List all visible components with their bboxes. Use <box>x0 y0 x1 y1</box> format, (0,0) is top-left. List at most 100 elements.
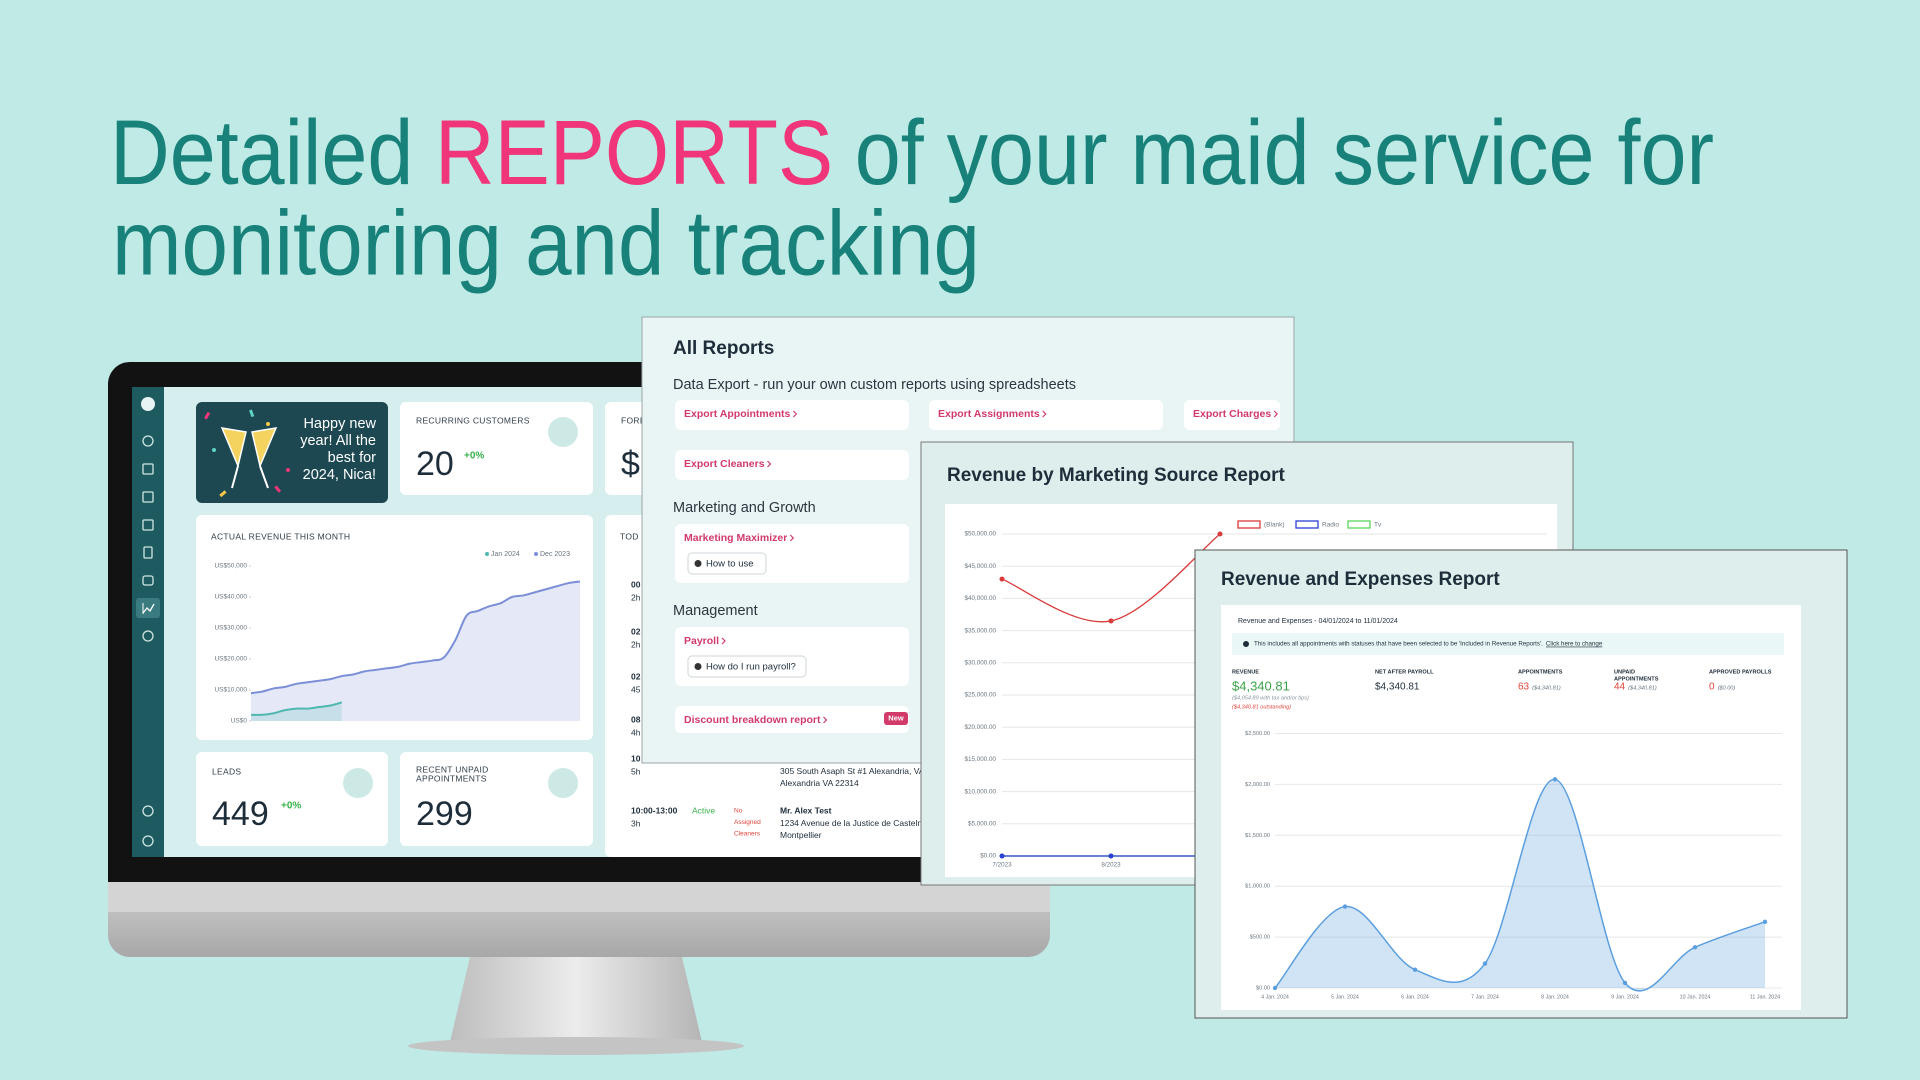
recurring-card <box>400 402 593 495</box>
info-link[interactable]: Click here to change <box>1546 641 1603 648</box>
x-tick-label: 7/2023 <box>992 862 1012 869</box>
report-link[interactable]: Export Assignments <box>938 408 1040 420</box>
card-value: 20 <box>416 445 454 483</box>
y-tick-label: $2,000.00 <box>1245 782 1270 788</box>
stat-note: ($4,340.81) <box>1628 685 1657 691</box>
y-tick-label: US$10,000 <box>214 687 247 694</box>
report-button[interactable] <box>675 400 909 430</box>
chevron <box>789 534 795 542</box>
greeting-line: year! All the <box>300 433 376 449</box>
card-label: RECURRING CUSTOMERS <box>416 415 530 425</box>
glass <box>251 427 278 469</box>
nav-icon[interactable] <box>142 575 154 586</box>
help-button[interactable] <box>687 655 807 678</box>
data-point <box>1552 777 1558 782</box>
nav-icon[interactable] <box>142 835 154 847</box>
y-tick-label: $25,000.00 <box>964 692 996 699</box>
data-point <box>1342 904 1348 909</box>
badge-label: New <box>888 713 904 722</box>
panel-title: Revenue by Marketing Source Report <box>947 465 1286 486</box>
headline-highlight: REPORTS <box>435 102 833 204</box>
x-tick-label: 5 Jan. 2024 <box>1331 994 1359 1000</box>
chart-area <box>1221 605 1801 1010</box>
headline-line-1: DetailedREPORTSof your maid service for <box>110 102 1714 204</box>
report-link[interactable]: Export Cleaners <box>684 458 765 470</box>
info-text: This includes all appointments with stat… <box>1254 641 1543 648</box>
data-point <box>1108 618 1114 624</box>
nav-icon[interactable] <box>142 519 154 531</box>
legend-label: (Blank) <box>1264 522 1285 529</box>
card-label: APPOINTMENTS <box>416 773 487 783</box>
help-button-label[interactable]: How do I run payroll? <box>706 662 796 673</box>
nav-icon[interactable] <box>142 435 154 447</box>
card-icon <box>343 768 373 798</box>
y-tick-label: $40,000.00 <box>964 595 996 602</box>
y-tick-label: $30,000.00 <box>964 659 996 666</box>
badge <box>884 712 908 725</box>
report-link[interactable]: Export Appointments <box>684 408 791 420</box>
y-tick-label: $20,000.00 <box>964 724 996 731</box>
nav-icon[interactable] <box>142 630 154 642</box>
help-button-label[interactable]: How to use <box>706 559 754 570</box>
legend-swatch <box>534 552 538 556</box>
stat-label: UNPAID <box>1614 669 1635 675</box>
x-tick-label: 9 Jan. 2024 <box>1611 994 1639 1000</box>
data-point <box>999 853 1005 859</box>
greeting: Happy new year! All the best for 2024, N… <box>300 416 376 483</box>
report-button[interactable] <box>1184 400 1280 430</box>
section-heading: Data Export - run your own custom report… <box>673 377 1076 393</box>
appointment-duration: 2h <box>631 639 641 649</box>
report-link[interactable]: Discount breakdown report <box>684 714 821 726</box>
panel-title: Revenue and Expenses Report <box>1221 569 1500 590</box>
info-icon <box>694 663 702 670</box>
card-label: RECENT UNPAID <box>416 764 489 774</box>
nav-icon[interactable] <box>142 463 154 475</box>
report-button[interactable] <box>675 706 909 733</box>
chevron <box>721 637 726 645</box>
report-link[interactable]: Export Charges <box>1193 408 1271 420</box>
confetti <box>219 490 227 498</box>
appointment-time: 10 <box>631 753 641 763</box>
chart-title: ACTUAL REVENUE THIS MONTH <box>211 531 350 541</box>
headline-line-2: monitoring and tracking <box>112 192 980 294</box>
logo <box>141 397 155 411</box>
stat-note: ($4,340.81 outstanding) <box>1232 704 1291 710</box>
data-point <box>1412 967 1418 972</box>
report-button[interactable] <box>929 400 1163 430</box>
chevron <box>823 716 828 724</box>
chevron <box>792 410 798 418</box>
stat-label: APPROVED PAYROLLS <box>1709 669 1772 675</box>
legend-swatch <box>485 552 489 556</box>
nav-icon[interactable] <box>143 546 153 559</box>
y-tick-label: US$40,000 <box>214 594 247 601</box>
report-link[interactable]: Payroll <box>684 635 719 647</box>
report-button[interactable] <box>675 450 909 480</box>
nav-icon[interactable] <box>142 805 154 817</box>
x-tick-label: 4 Jan. 2024 <box>1261 994 1289 1000</box>
series-line <box>250 580 581 695</box>
legend-label: Radio <box>1322 522 1339 529</box>
card-label: FORE <box>621 415 646 425</box>
legend-label: Dec 2023 <box>540 551 570 558</box>
appointment-cleaners: Cleaners <box>734 831 761 838</box>
card-icon <box>548 768 578 798</box>
data-point <box>1217 531 1223 537</box>
y-tick-label: $1,000.00 <box>1245 884 1270 890</box>
x-tick-label: 7 Jan. 2024 <box>1471 994 1499 1000</box>
report-link[interactable]: Marketing Maximizer <box>684 532 787 544</box>
series-area <box>1275 779 1765 991</box>
series-line <box>1274 778 1766 992</box>
info-icon <box>694 560 702 567</box>
help-button[interactable] <box>687 552 767 575</box>
legend-swatch <box>1237 520 1261 529</box>
nav-active[interactable] <box>136 598 160 618</box>
legend-swatch <box>1347 520 1371 529</box>
series-line <box>250 701 343 716</box>
appointment-duration: 45 <box>631 684 641 694</box>
legend-swatch <box>1295 520 1319 529</box>
stat-value: 44 <box>1614 682 1626 693</box>
data-point <box>1272 985 1278 991</box>
revenue-expenses-panel: Revenue and Expenses Report Revenue and … <box>1194 549 1848 1019</box>
nav-icon[interactable] <box>142 491 154 503</box>
